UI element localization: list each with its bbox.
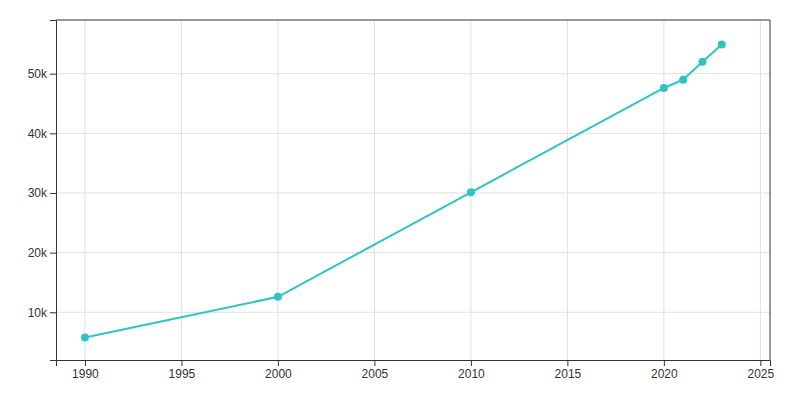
y-tick-label: 30k [28, 186, 48, 200]
x-tick: 2000 [265, 360, 292, 381]
y-tick-label: 50k [28, 67, 48, 81]
y-tick-label: 40k [28, 127, 48, 141]
y-grid-line [56, 73, 770, 74]
x-tick: 2010 [458, 360, 485, 381]
x-tick-label: 2010 [458, 367, 485, 381]
x-grid-line [760, 20, 761, 360]
data-point [718, 40, 726, 48]
y-tick: 20k [28, 246, 56, 260]
y-grid-line [56, 252, 770, 253]
plot-area [81, 40, 726, 341]
y-tick-label: 10k [28, 306, 48, 320]
grid [56, 20, 770, 360]
chart-container: 1990 1995 2000 2005 2010 2015 2020 2025 10k 20k 30… [0, 0, 800, 400]
plot-root: 1990 1995 2000 2005 2010 2015 2020 2025 10k 20k 30… [28, 20, 775, 381]
x-tick: 1990 [72, 360, 99, 381]
x-grid-line [181, 20, 182, 360]
x-tick: 2005 [362, 360, 389, 381]
data-point [698, 58, 706, 66]
y-grid-line [56, 312, 770, 313]
data-point [274, 293, 282, 301]
y-grid-line [56, 133, 770, 134]
y-axis: 10k 20k 30k 40k 50k [28, 21, 57, 361]
x-grid-line [663, 20, 664, 360]
data-point [81, 334, 89, 342]
x-tick-label: 2025 [747, 367, 774, 381]
y-tick: 40k [28, 127, 56, 141]
x-tick: 1995 [169, 360, 196, 381]
x-tick-label: 2000 [265, 367, 292, 381]
chart-svg: 1990 1995 2000 2005 2010 2015 2020 2025 10k 20k 30… [0, 0, 800, 400]
x-tick-label: 2015 [555, 367, 582, 381]
x-grid-line [374, 20, 375, 360]
data-line [85, 44, 722, 337]
x-tick-mark [181, 360, 182, 366]
x-axis: 1990 1995 2000 2005 2010 2015 2020 2025 [57, 360, 775, 381]
data-point [660, 84, 668, 92]
x-tick-label: 1990 [72, 367, 99, 381]
y-tick: 30k [28, 186, 56, 200]
x-tick-label: 2020 [651, 367, 678, 381]
x-tick-mark [567, 360, 568, 366]
y-tick-mark [50, 312, 56, 313]
frame-right [770, 20, 771, 360]
frame-top [56, 20, 770, 21]
data-point [467, 188, 475, 196]
x-tick-mark [278, 360, 279, 366]
y-axis-line [50, 21, 57, 361]
x-axis-line [57, 361, 771, 367]
y-tick-mark [50, 133, 56, 134]
y-tick-label: 20k [28, 246, 48, 260]
x-tick: 2025 [747, 360, 774, 381]
x-tick: 2020 [651, 360, 678, 381]
y-tick-mark [50, 253, 56, 254]
data-point [679, 76, 687, 84]
y-tick: 10k [28, 306, 56, 320]
x-grid-line [277, 20, 278, 360]
x-grid-line [567, 20, 568, 360]
x-tick-label: 1995 [169, 367, 196, 381]
x-tick: 2015 [555, 360, 582, 381]
y-tick: 50k [28, 67, 56, 81]
x-tick-mark [664, 360, 665, 366]
x-tick-mark [374, 360, 375, 366]
x-tick-mark [760, 360, 761, 366]
x-tick-mark [85, 360, 86, 366]
y-tick-mark [50, 193, 56, 194]
y-grid-line [56, 192, 770, 193]
x-tick-mark [471, 360, 472, 366]
x-grid-line [84, 20, 85, 360]
x-tick-label: 2005 [362, 367, 389, 381]
y-tick-mark [50, 74, 56, 75]
